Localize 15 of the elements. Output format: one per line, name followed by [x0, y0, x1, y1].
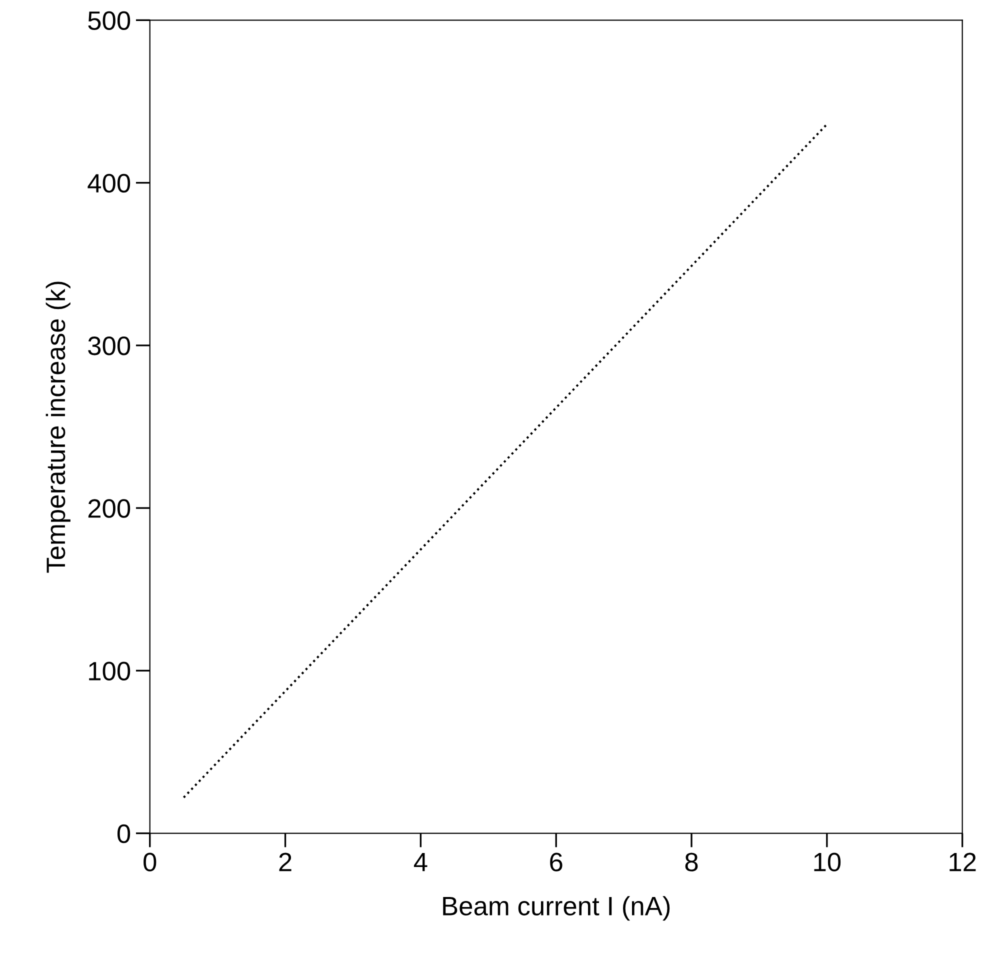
y-tick-label: 300	[88, 336, 130, 356]
x-tick-label: 10	[814, 852, 841, 872]
x-tick-label: 4	[414, 853, 428, 872]
y-axis-title: Temperature increase (k)	[46, 282, 70, 573]
y-tick-label: 0	[117, 824, 130, 844]
x-axis-title: Beam current I (nA)	[443, 896, 670, 921]
y-tick-label: 400	[88, 174, 130, 193]
x-tick-label: 2	[279, 852, 292, 872]
x-tick-label: 12	[950, 852, 976, 872]
y-tick-label: 200	[88, 499, 130, 518]
y-tick-label: 500	[88, 11, 130, 30]
x-tick-label: 8	[685, 852, 698, 872]
x-tick-label: 6	[550, 852, 562, 872]
x-tick-label: 0	[144, 852, 156, 872]
y-tick-label: 100	[89, 662, 130, 680]
